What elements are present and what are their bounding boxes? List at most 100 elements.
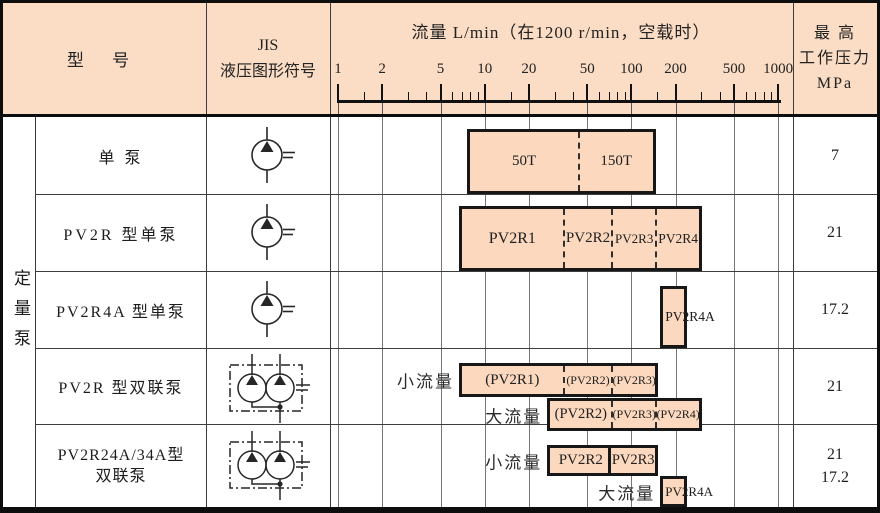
row-divider (35, 348, 877, 349)
flow-range-box: PV2R4A (660, 476, 713, 507)
axis-minor-tick (598, 92, 600, 100)
axis-minor-tick (573, 92, 575, 100)
axis-minor-tick (461, 92, 463, 100)
axis-tick-label: 20 (521, 61, 537, 77)
grid-line (733, 117, 735, 507)
axis-minor-tick (407, 92, 409, 100)
axis-major-tick (337, 84, 339, 100)
flow-bar-segment: (PV2R1) (485, 371, 540, 388)
axis-major-tick (381, 84, 384, 100)
row-divider (35, 424, 877, 425)
axis-tick-label: 10 (477, 61, 493, 77)
flow-bar-segment: (PV2R3) (611, 401, 655, 428)
axis-tick-stub (440, 103, 442, 114)
flow-type-label: 大流量 (485, 407, 543, 426)
axis-major-tick (674, 84, 677, 100)
axis-tick-label: 200 (664, 61, 687, 77)
axis-major-tick (483, 84, 486, 100)
row-divider (35, 194, 877, 195)
axis-tick-stub (587, 103, 589, 114)
column-divider (330, 3, 331, 507)
axis-tick-label: 5 (436, 61, 445, 77)
flow-range-box: PV2R3 (608, 445, 659, 476)
axis-minor-tick (755, 92, 757, 100)
axis-minor-tick (719, 92, 721, 100)
axis-major-tick (630, 84, 633, 100)
max-pressure-value: 21 (827, 224, 843, 241)
grid-line (338, 117, 339, 507)
model-name: 单 泵 (98, 149, 144, 167)
axis-minor-tick (763, 92, 765, 100)
double-pump-symbol (216, 349, 320, 429)
column-divider (35, 114, 36, 507)
max-pressure-value: 17.2 (821, 301, 849, 318)
axis-major-tick (777, 84, 780, 100)
flow-bar-segment: PV2R4 (655, 209, 699, 268)
axis-minor-tick (554, 92, 556, 100)
axis-minor-tick (617, 92, 619, 100)
axis-tick-stub (528, 103, 530, 114)
axis-minor-tick (363, 92, 365, 100)
pump-category-label: 定量泵 (11, 269, 30, 359)
grid-line (528, 117, 530, 507)
single-pump-symbol (235, 200, 299, 264)
flow-bar-segment: PV2R2 (562, 209, 612, 268)
flow-bar-segment: (PV2R2) (554, 406, 607, 422)
flow-bar-segment: (PV2R2) (562, 366, 612, 394)
axis-minor-tick (657, 92, 659, 100)
double-pump-symbol (216, 426, 320, 506)
header-model-column: 型 号 (66, 51, 142, 70)
flow-bar-segment: 50T (511, 153, 537, 169)
axis-major-tick (732, 84, 735, 100)
axis-tick-stub (382, 103, 384, 114)
grid-line (587, 117, 589, 507)
axis-minor-tick (452, 92, 454, 100)
grid-line (440, 117, 442, 507)
header-pressure-column: 最 高 工作压力 MPa (798, 25, 871, 92)
column-divider (206, 3, 207, 507)
axis-minor-tick (608, 92, 610, 100)
axis-tick-stub (338, 103, 339, 114)
axis-tick-label: 100 (620, 61, 643, 77)
axis-minor-tick (624, 92, 626, 100)
flow-range-bar: 50T 150T (467, 129, 656, 194)
header-jis-column: JIS 液压图形符号 (219, 36, 316, 80)
axis-minor-tick (477, 92, 479, 100)
axis-tick-stub (675, 103, 677, 114)
axis-minor-tick (701, 92, 703, 100)
axis-tick-stub (733, 103, 735, 114)
flow-range-box: PV2R4A (660, 286, 715, 348)
single-pump-symbol (235, 123, 299, 187)
axis-minor-tick (771, 92, 773, 100)
chart-title: 流量 L/min（在1200 r/min，空载时） (411, 22, 711, 42)
model-name: PV2R 型单泵 (63, 226, 179, 244)
axis-tick-label: 1000 (763, 61, 794, 77)
flow-range-bar: (PV2R1) (PV2R2) (PV2R3) (458, 363, 659, 397)
grid-line (778, 117, 780, 507)
max-pressure-value: 7 (831, 147, 839, 164)
axis-tick-label: 50 (579, 61, 595, 77)
axis-tick-stub (778, 103, 780, 114)
model-name: PV2R24A/34A型 双联泵 (57, 446, 185, 485)
max-pressure-value: 21 (827, 377, 843, 395)
model-name: PV2R4A 型单泵 (56, 303, 186, 321)
axis-tick-stub (631, 103, 633, 114)
axis-tick-label: 1 (334, 61, 342, 77)
grid-line (382, 117, 384, 507)
grid-line (484, 117, 486, 507)
flow-range-box: PV2R2 (547, 445, 615, 476)
flow-chart-area: 1 2 5 10 20 50 100 200 500 1000 50T 150T PV2R1 PV2R2 P… (3, 3, 877, 507)
max-pressure-value: 21 17.2 (821, 445, 849, 486)
flow-type-label: 小流量 (485, 453, 543, 472)
flow-type-label: 小流量 (396, 372, 454, 392)
axis-minor-tick (426, 92, 428, 100)
axis-tick-label: 2 (378, 61, 386, 77)
axis-minor-tick (510, 92, 512, 100)
axis-minor-tick (470, 92, 472, 100)
axis-tick-stub (484, 103, 486, 114)
row-divider (35, 271, 877, 272)
flow-bar-segment: 150T (577, 132, 653, 191)
flow-bar-segment: PV2R1 (488, 229, 536, 247)
model-name: PV2R 型双联泵 (58, 380, 184, 397)
